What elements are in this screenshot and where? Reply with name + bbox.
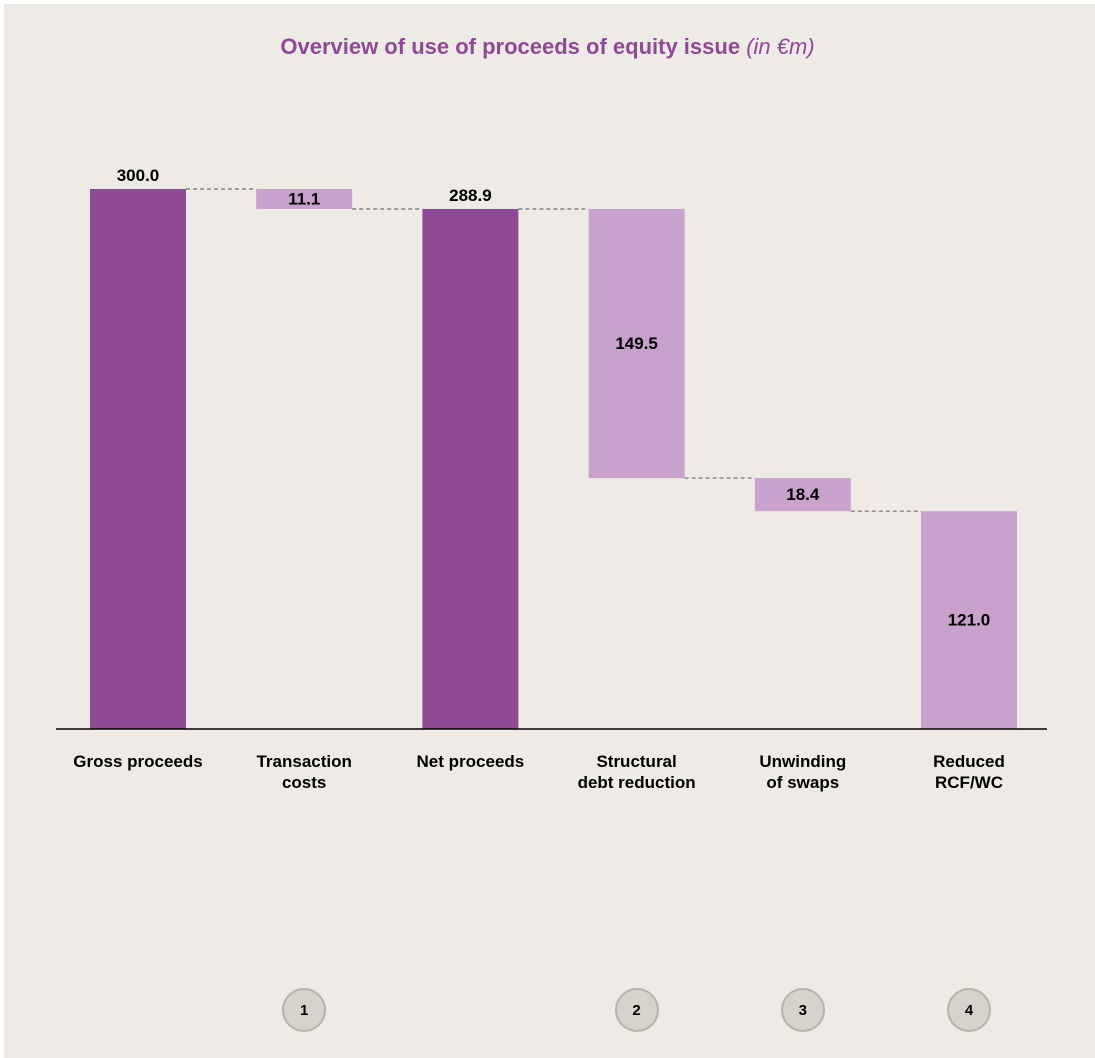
bar-structural-debt-reduction (588, 208, 685, 479)
chart-title-unit: (in €m) (746, 34, 815, 59)
category-label-line: Unwinding (759, 752, 847, 771)
category-label-line: costs (281, 773, 327, 792)
category-label-transaction-costs: Transaction costs (224, 751, 384, 793)
category-label-net-proceeds: Net proceeds (390, 751, 550, 772)
category-label-line: of swaps (766, 773, 840, 792)
data-label-unwinding-of-swaps: 18.4 (786, 485, 820, 504)
category-label-unwinding-of-swaps: Unwinding of swaps (723, 751, 883, 793)
category-label-gross-proceeds: Gross proceeds (58, 751, 218, 772)
data-label-net-proceeds: 288.9 (449, 186, 492, 205)
bar-net-proceeds (422, 208, 519, 730)
data-label-gross-proceeds: 300.0 (117, 166, 160, 185)
category-label-line: Reduced (933, 752, 1005, 771)
category-label-line: Transaction (256, 752, 352, 771)
step-number-badge: 3 (780, 988, 825, 1032)
category-label-line: debt reduction (577, 773, 696, 792)
category-label-line: Gross proceeds (73, 752, 203, 771)
bar-unwinding-of-swaps (754, 478, 851, 512)
category-label-line: Structural (596, 752, 677, 771)
step-number-badge: 1 (282, 988, 327, 1032)
chart-title: Overview of use of proceeds of equity is… (0, 34, 1095, 60)
data-label-reduced-rcf-wc: 121.0 (948, 611, 991, 630)
data-label-structural-debt-reduction: 149.5 (615, 334, 658, 353)
step-number-badge: 4 (947, 988, 991, 1032)
bar-reduced-rcf-wc (921, 511, 1017, 729)
data-label-transaction-costs: 11.1 (288, 189, 320, 208)
bar-gross-proceeds (90, 189, 186, 729)
chart-title-main: Overview of use of proceeds of equity is… (280, 34, 741, 59)
category-label-line: Net proceeds (416, 752, 525, 771)
category-label-reduced-rcf-wc: Reduced RCF/WC (889, 751, 1049, 793)
category-label-structural-debt-reduction: Structural debt reduction (557, 751, 717, 793)
category-label-line: RCF/WC (935, 773, 1003, 792)
bar-transaction-costs (256, 189, 353, 209)
step-number-badge: 2 (614, 988, 659, 1032)
